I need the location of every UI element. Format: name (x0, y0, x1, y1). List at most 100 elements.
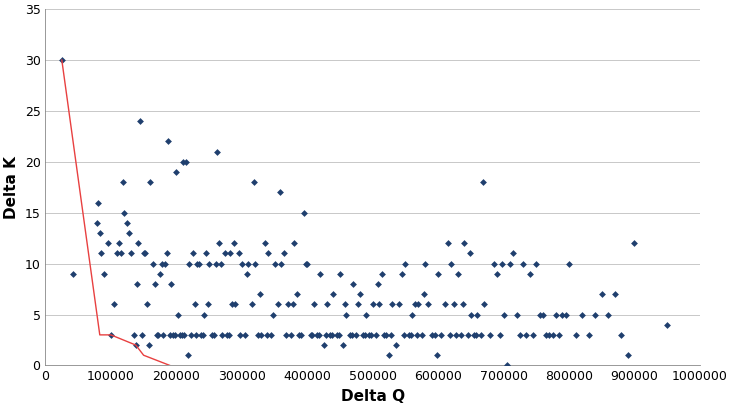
Point (373, 301, 385, 308)
Point (128, 332, 140, 338)
Point (156, 260, 168, 267)
Point (661, 322, 673, 328)
Point (179, 332, 190, 338)
Point (298, 209, 310, 216)
Point (102, 240, 113, 246)
Point (324, 332, 336, 338)
Point (550, 311, 561, 318)
Point (190, 332, 202, 338)
Point (131, 281, 143, 287)
Point (370, 332, 382, 338)
Point (518, 260, 529, 267)
Point (320, 332, 332, 338)
Point (111, 250, 123, 257)
Point (124, 230, 135, 236)
Point (609, 291, 621, 297)
Point (300, 260, 312, 267)
Point (553, 332, 565, 338)
Point (206, 332, 218, 338)
Point (433, 271, 444, 277)
X-axis label: Delta Q: Delta Q (340, 389, 405, 404)
Point (429, 332, 441, 338)
Point (235, 332, 247, 338)
Point (184, 260, 195, 267)
Point (386, 301, 398, 308)
Point (305, 332, 316, 338)
Point (351, 332, 362, 338)
Point (172, 311, 184, 318)
Point (211, 149, 223, 155)
Point (318, 342, 329, 348)
Point (622, 352, 634, 359)
Point (337, 342, 349, 348)
Point (471, 311, 483, 318)
Point (411, 332, 423, 338)
Point (152, 332, 164, 338)
Point (488, 260, 500, 267)
Point (485, 332, 496, 338)
Point (241, 271, 253, 277)
Point (266, 332, 277, 338)
Point (148, 260, 160, 267)
Point (478, 301, 490, 308)
Point (400, 260, 411, 267)
Point (239, 332, 251, 338)
Point (313, 332, 325, 338)
Point (249, 260, 261, 267)
Point (576, 311, 588, 318)
Point (544, 332, 556, 338)
Point (334, 271, 346, 277)
Point (124, 250, 136, 257)
Point (113, 240, 124, 246)
Point (215, 260, 227, 267)
Point (347, 281, 359, 287)
Point (457, 301, 468, 308)
Point (189, 301, 201, 308)
Point (117, 179, 129, 186)
Point (95, 250, 107, 257)
Point (589, 311, 601, 318)
Point (458, 240, 470, 246)
Point (302, 260, 313, 267)
Point (280, 332, 292, 338)
Point (267, 311, 279, 318)
Point (354, 291, 365, 297)
Point (385, 332, 397, 338)
Point (149, 281, 161, 287)
Point (182, 352, 194, 359)
Point (463, 250, 475, 257)
Point (285, 332, 296, 338)
Point (321, 301, 333, 308)
Point (56, 57, 67, 63)
Point (91, 220, 102, 226)
Point (468, 332, 480, 338)
Point (340, 301, 351, 308)
Point (377, 271, 389, 277)
Point (99, 271, 111, 277)
Point (496, 260, 508, 267)
Point (242, 260, 254, 267)
Point (195, 332, 207, 338)
Point (200, 250, 212, 257)
Point (602, 311, 614, 318)
Point (228, 240, 240, 246)
Point (501, 362, 512, 369)
Point (291, 291, 303, 297)
Point (398, 332, 410, 338)
Point (261, 332, 272, 338)
Point (333, 332, 345, 338)
Point (511, 311, 523, 318)
Point (520, 332, 532, 338)
Point (422, 301, 434, 308)
Point (213, 240, 225, 246)
Point (569, 332, 581, 338)
Point (275, 260, 287, 267)
Point (130, 342, 141, 348)
Point (220, 250, 231, 257)
Point (405, 332, 417, 338)
Point (629, 240, 640, 246)
Point (203, 260, 215, 267)
Point (167, 332, 179, 338)
Point (210, 260, 222, 267)
Point (197, 332, 209, 338)
